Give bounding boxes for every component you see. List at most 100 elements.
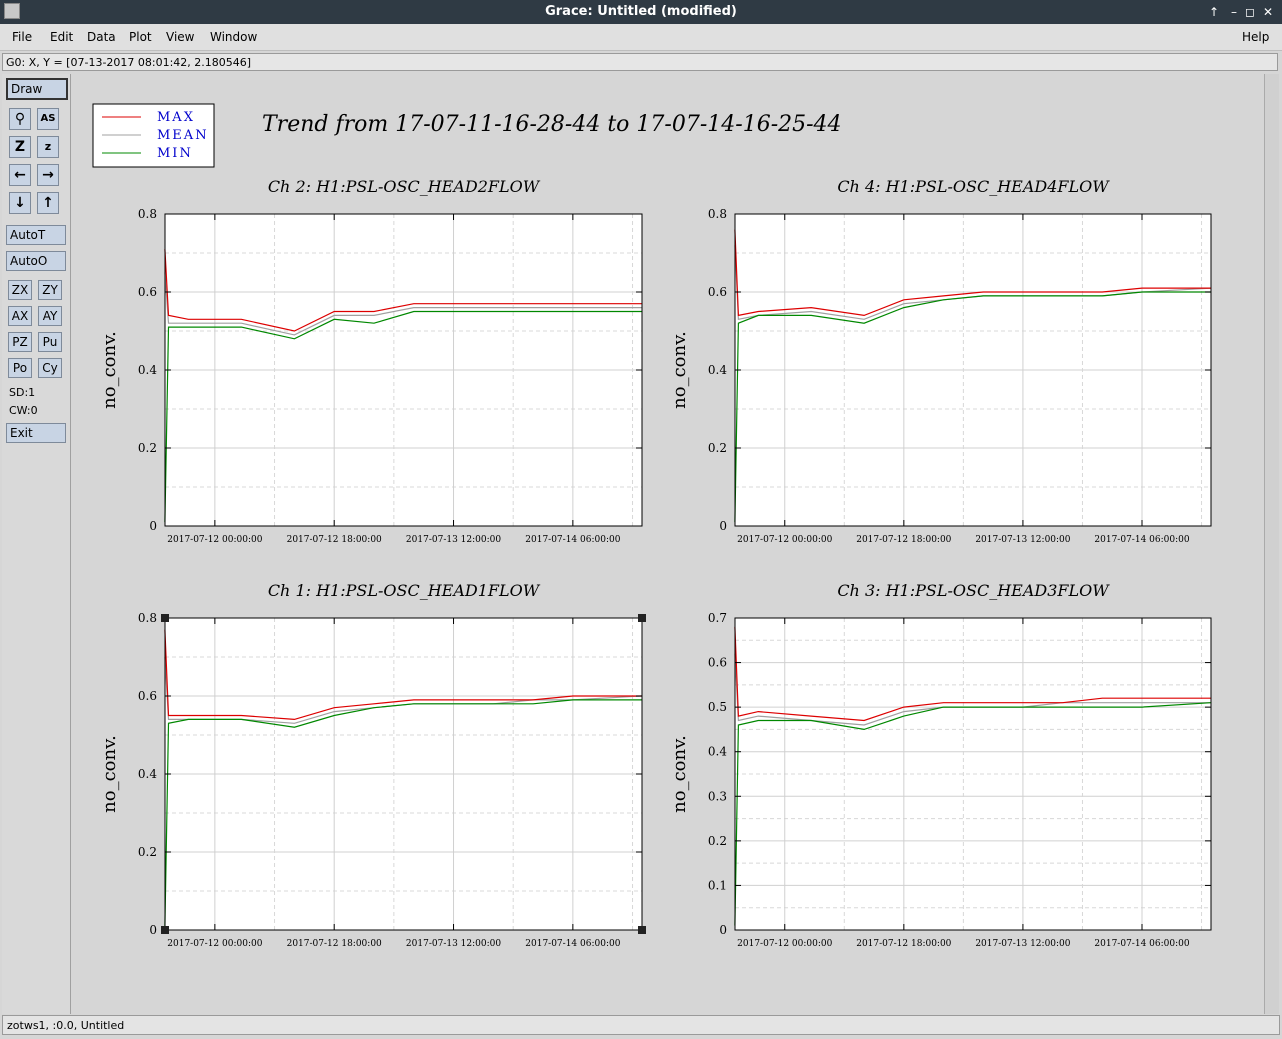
right-arrow-icon[interactable]: → xyxy=(37,164,59,186)
y-tick-label: 0.8 xyxy=(138,207,157,221)
stack-depth-label: SD:1 xyxy=(9,386,36,399)
series-line-max xyxy=(734,626,1211,722)
menu-data[interactable]: Data xyxy=(87,30,116,44)
x-tick-label: 2017-07-14 06:00:00 xyxy=(1094,939,1189,949)
y-tick-label: 0.3 xyxy=(708,789,727,803)
window-title: Grace: Untitled (modified) xyxy=(545,4,737,19)
ay-button[interactable]: AY xyxy=(38,306,62,326)
window-titlebar: Grace: Untitled (modified) ↑ – ◻ ✕ xyxy=(0,0,1282,24)
tool-panel: Draw ⚲ AS Z z ← → ↓ ↑ AutoT AutoO ZX ZY … xyxy=(2,74,71,1014)
menu-file[interactable]: File xyxy=(12,30,33,44)
close-window-button[interactable]: ✕ xyxy=(1262,5,1274,19)
series-line-mean xyxy=(164,272,642,336)
series-line-min xyxy=(164,310,642,523)
menu-edit[interactable]: Edit xyxy=(50,30,74,44)
zoom-out-icon[interactable]: z xyxy=(37,136,59,158)
minimize-window-button[interactable]: – xyxy=(1231,5,1237,19)
y-tick-label: 0.8 xyxy=(138,611,157,625)
po-button[interactable]: Po xyxy=(8,358,32,378)
autoscale-text-icon[interactable]: AS xyxy=(37,108,59,130)
x-tick-label: 2017-07-13 12:00:00 xyxy=(975,535,1070,545)
autotick-button[interactable]: AutoT xyxy=(6,225,66,245)
x-tick-label: 2017-07-12 18:00:00 xyxy=(287,535,382,545)
plot-canvas[interactable]: MAX MEAN MIN Trend from 17-07-11-16-28-4… xyxy=(74,74,1260,994)
x-tick-label: 2017-07-12 18:00:00 xyxy=(856,939,951,949)
plot-panel-2[interactable]: 0 0.2 0.4 0.6 0.8 2017-07-12 00:00:00 2017-07-… xyxy=(669,177,1212,545)
y-tick-label: 0.7 xyxy=(708,611,727,625)
x-tick-label: 2017-07-13 12:00:00 xyxy=(975,939,1070,949)
legend-label-max: MAX xyxy=(157,110,195,125)
focus-handle[interactable] xyxy=(161,614,169,622)
y-tick-label: 0.2 xyxy=(708,441,727,455)
focus-handle[interactable] xyxy=(638,926,646,934)
plot-title: Ch 1: H1:PSL-OSC_HEAD1FLOW xyxy=(268,581,541,600)
y-tick-label: 0.8 xyxy=(708,207,727,221)
x-tick-label: 2017-07-12 18:00:00 xyxy=(287,939,382,949)
y-axis-label: no_conv. xyxy=(669,331,690,409)
x-tick-label: 2017-07-14 06:00:00 xyxy=(1094,535,1189,545)
pu-button[interactable]: Pu xyxy=(38,332,62,352)
x-tick-label: 2017-07-12 00:00:00 xyxy=(167,939,262,949)
status-bar: zotws1, :0.0, Untitled xyxy=(2,1015,1280,1035)
menu-help[interactable]: Help xyxy=(1242,30,1270,44)
down-arrow-icon[interactable]: ↓ xyxy=(9,192,31,214)
autoscale-button[interactable]: AutoO xyxy=(6,251,66,271)
y-tick-label: 0.5 xyxy=(708,700,727,714)
y-tick-label: 0.4 xyxy=(138,363,157,377)
x-tick-label: 2017-07-12 18:00:00 xyxy=(856,535,951,545)
x-tick-label: 2017-07-14 06:00:00 xyxy=(525,535,620,545)
legend-label-mean: MEAN xyxy=(157,128,209,143)
menu-view[interactable]: View xyxy=(166,30,195,44)
plot-panel-1[interactable]: 0 0.2 0.4 0.6 0.8 2017-07-12 00:00:00 2017-07-… xyxy=(99,177,643,545)
ax-button[interactable]: AX xyxy=(8,306,32,326)
plot-title: Ch 2: H1:PSL-OSC_HEAD2FLOW xyxy=(268,177,541,196)
zx-button[interactable]: ZX xyxy=(8,280,32,300)
y-tick-label: 0.6 xyxy=(138,689,157,703)
pz-button[interactable]: PZ xyxy=(8,332,32,352)
focus-handle[interactable] xyxy=(638,614,646,622)
maximize-window-button[interactable]: ◻ xyxy=(1245,5,1255,19)
x-tick-label: 2017-07-13 12:00:00 xyxy=(406,939,501,949)
y-axis-label: no_conv. xyxy=(99,735,120,813)
locator-readout: G0: X, Y = [07-13-2017 08:01:42, 2.18054… xyxy=(2,53,1278,71)
series-line-max xyxy=(164,249,642,332)
series-line-max xyxy=(734,229,1211,317)
y-tick-label: 0.1 xyxy=(708,878,727,892)
series-line-max xyxy=(164,629,642,721)
zy-button[interactable]: ZY xyxy=(38,280,62,300)
menu-plot[interactable]: Plot xyxy=(129,30,152,44)
draw-button[interactable]: Draw xyxy=(6,78,68,100)
legend[interactable]: MAX MEAN MIN xyxy=(92,103,215,168)
zoom-icon[interactable]: ⚲ xyxy=(9,108,31,130)
raise-window-button[interactable]: ↑ xyxy=(1208,5,1220,19)
x-tick-label: 2017-07-12 00:00:00 xyxy=(737,535,832,545)
plot-panel-3[interactable]: 0 0.2 0.4 0.6 0.8 2017-07-12 00:00:00 2017-07-… xyxy=(99,581,646,949)
legend-label-min: MIN xyxy=(157,146,193,161)
plot-panel-4[interactable]: 0 0.1 0.2 0.3 0.4 0.5 0.6 0.7 2017-07-12 00:00:0… xyxy=(669,581,1212,949)
series-line-min xyxy=(734,291,1211,523)
x-tick-label: 2017-07-13 12:00:00 xyxy=(406,535,501,545)
plot-title: Ch 3: H1:PSL-OSC_HEAD3FLOW xyxy=(837,581,1110,600)
y-tick-label: 0.2 xyxy=(138,845,157,859)
canvas-title: Trend from 17-07-11-16-28-44 to 17-07-14… xyxy=(262,112,842,137)
y-axis-label: no_conv. xyxy=(99,331,120,409)
vertical-scrollbar[interactable] xyxy=(1264,74,1279,1014)
exit-button[interactable]: Exit xyxy=(6,423,66,443)
y-tick-label: 0.6 xyxy=(138,285,157,299)
left-arrow-icon[interactable]: ← xyxy=(9,164,31,186)
plot-frame xyxy=(734,617,1212,931)
zoom-in-icon[interactable]: Z xyxy=(9,136,31,158)
current-world-label: CW:0 xyxy=(9,404,38,417)
y-tick-label: 0 xyxy=(719,923,727,937)
focus-handle[interactable] xyxy=(161,926,169,934)
y-tick-label: 0.2 xyxy=(138,441,157,455)
y-tick-label: 0.6 xyxy=(708,285,727,299)
y-tick-label: 0.4 xyxy=(708,745,727,759)
x-tick-label: 2017-07-14 06:00:00 xyxy=(525,939,620,949)
up-arrow-icon[interactable]: ↑ xyxy=(37,192,59,214)
x-tick-label: 2017-07-12 00:00:00 xyxy=(737,939,832,949)
cy-button[interactable]: Cy xyxy=(38,358,62,378)
y-tick-label: 0 xyxy=(149,923,157,937)
menu-window[interactable]: Window xyxy=(210,30,258,44)
plot-canvas-area[interactable]: MAX MEAN MIN Trend from 17-07-11-16-28-4… xyxy=(74,74,1260,994)
